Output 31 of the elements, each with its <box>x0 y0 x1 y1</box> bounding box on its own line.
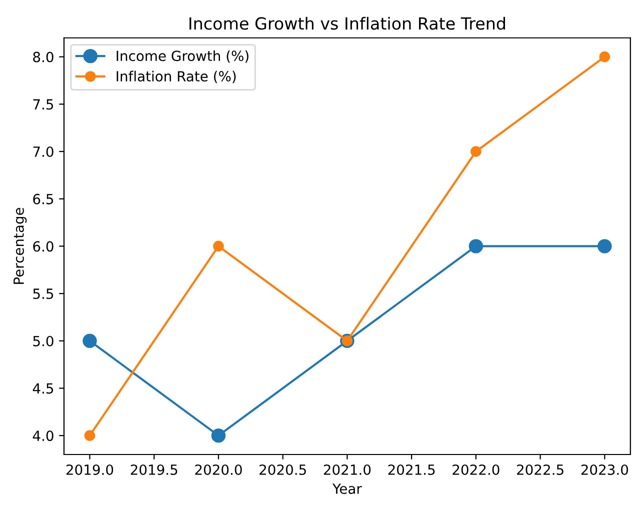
y-tick-label: 7.5 <box>33 99 54 110</box>
point <box>211 428 226 443</box>
point <box>468 239 484 254</box>
x-tick-label: 2021.0 <box>324 464 371 475</box>
x-tick-label: 2020.5 <box>260 464 306 475</box>
x-tick-label: 2022.5 <box>517 464 564 475</box>
point <box>470 146 482 157</box>
chart-title: Income Growth vs Inflation Rate Trend <box>190 16 505 30</box>
legend-label: Inflation Rate (%) <box>116 70 236 84</box>
y-tick-label: 6.0 <box>33 241 54 252</box>
legend-label: Income Growth (%) <box>116 50 248 63</box>
point <box>213 240 224 252</box>
y-tick-label: 6.5 <box>33 194 54 204</box>
x-tick-label: 2019.0 <box>66 464 114 475</box>
point <box>82 334 97 348</box>
y-tick-label: 7.0 <box>33 146 54 157</box>
y-tick-label: 8.0 <box>33 52 54 62</box>
y-tick-label: 4.5 <box>32 383 54 394</box>
point <box>599 51 610 62</box>
x-axis-title: Year <box>332 484 362 494</box>
point <box>84 430 96 441</box>
x-tick-label: 2019.5 <box>130 464 178 475</box>
y-axis-title: Percentage <box>14 208 27 284</box>
x-tick-label: 2023.0 <box>581 464 628 475</box>
y-tick-label: 5.5 <box>33 288 54 300</box>
x-tick-label: 2021.5 <box>388 464 435 475</box>
y-tick-label: 4.0 <box>32 430 54 442</box>
point <box>598 239 612 254</box>
x-tick-label: 2020.0 <box>195 464 242 475</box>
x-tick-label: 2022.0 <box>452 464 500 475</box>
y-tick-label: 5.0 <box>33 336 54 346</box>
